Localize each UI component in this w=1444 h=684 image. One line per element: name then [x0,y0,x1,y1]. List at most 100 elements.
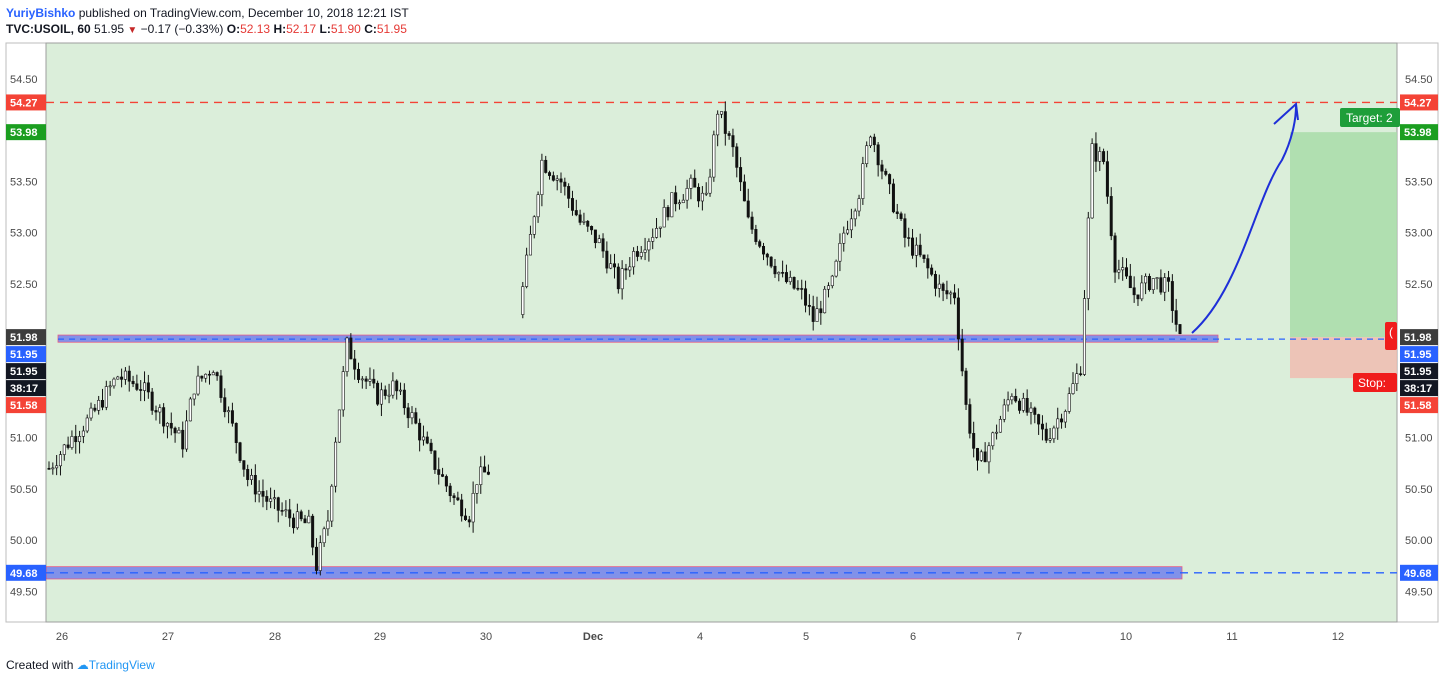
price-label-bg-right [1400,329,1438,346]
candle-body [1006,399,1010,406]
candle-body [460,499,464,517]
candle-body [322,528,326,544]
candle-body [1079,373,1083,375]
candle-body [383,389,387,396]
candle-body [876,144,880,166]
candle-body [914,244,918,256]
x-tick-label: 27 [162,631,174,643]
candle-body [689,177,693,189]
x-tick-label: 6 [910,631,916,643]
candle-body [452,495,456,499]
candle-body [479,466,483,485]
candle-body [1021,398,1025,411]
candle-body [395,380,399,392]
candle-body [872,136,876,146]
candle-body [582,220,586,223]
tradingview-link[interactable]: TradingView [88,658,155,672]
candle-body [1060,418,1064,423]
candle-body [85,417,89,432]
candle-body [1014,396,1018,402]
candle-body [211,372,215,376]
symbol-label[interactable]: TVC:USOIL, 60 [6,22,91,36]
candle-body [89,407,93,419]
candle-body [1040,423,1044,430]
candle-body [421,436,425,441]
chart-header: YuriyBishko published on TradingView.com… [6,5,409,39]
candle-body [979,451,983,461]
candle-body [666,207,670,218]
candle-body [578,214,582,223]
candle-body [475,484,479,494]
x-tick-label: 28 [269,631,281,643]
x-tick-label: 29 [374,631,386,643]
candle-body [1117,269,1121,273]
candle-body [234,422,238,443]
candle-body [1159,277,1163,293]
y-tick-label-left: 50.50 [10,484,38,496]
price-label-bg-left [6,363,46,380]
candle-body [158,407,162,413]
candle-body [399,389,403,392]
candle-body [120,376,124,380]
candle-body [311,515,315,548]
candle-body [1048,438,1052,441]
candle-body [620,268,624,290]
candle-body [242,460,246,470]
candle-body [796,287,800,290]
y-tick-label-left: 50.00 [10,535,38,547]
candle-body [1029,407,1033,413]
candle-body [911,237,915,256]
candle-body [345,337,349,372]
candle-body [387,394,391,397]
candle-body [292,517,296,529]
author-link[interactable]: YuriyBishko [6,6,76,20]
candle-body [727,133,731,136]
tradingview-logo-icon[interactable]: ☁ [76,658,89,672]
candle-body [765,253,769,258]
candle-body [173,427,177,434]
y-tick-label-right: 50.50 [1405,484,1433,496]
candle-body [418,422,422,441]
candle-body [609,263,613,269]
candle-body [1105,161,1109,197]
candle-body [949,292,953,295]
candle-body [964,370,968,405]
price-label-bg-left [6,94,46,111]
candle-body [651,237,655,242]
candle-body [655,228,659,238]
candle-body [108,385,112,388]
candle-body [1170,281,1174,311]
price-label-bg-left [6,124,46,141]
candle-body [605,250,609,269]
candle-body [177,429,181,434]
candle-body [483,466,487,473]
price-label-bg-left [6,346,46,363]
candle-body [337,409,341,443]
target-label: Target: 2 [1346,111,1393,125]
candle-body [127,370,131,382]
x-tick-label: 5 [803,631,809,643]
candle-body [1140,282,1144,300]
candle-body [926,258,930,269]
candle-body [781,272,785,274]
candle-body [444,476,448,487]
price-label-left: 49.68 [10,568,38,580]
candle-body [834,260,838,277]
y-tick-label-right: 53.50 [1405,176,1433,188]
y-tick-label-right: 53.00 [1405,228,1433,240]
candle-body [154,410,158,413]
candle-body [685,188,689,201]
candle-body [376,382,380,405]
price-label-bg-left [6,564,46,581]
candle-body [968,404,972,434]
candle-body [1167,277,1171,282]
candle-body [624,268,628,271]
candle-body [548,172,552,176]
candle-body [1086,217,1090,299]
candle-body [1113,235,1117,273]
candle-body [536,194,540,218]
candle-body [123,370,127,380]
y-tick-label-left: 54.50 [10,74,38,86]
candle-body [635,251,639,257]
